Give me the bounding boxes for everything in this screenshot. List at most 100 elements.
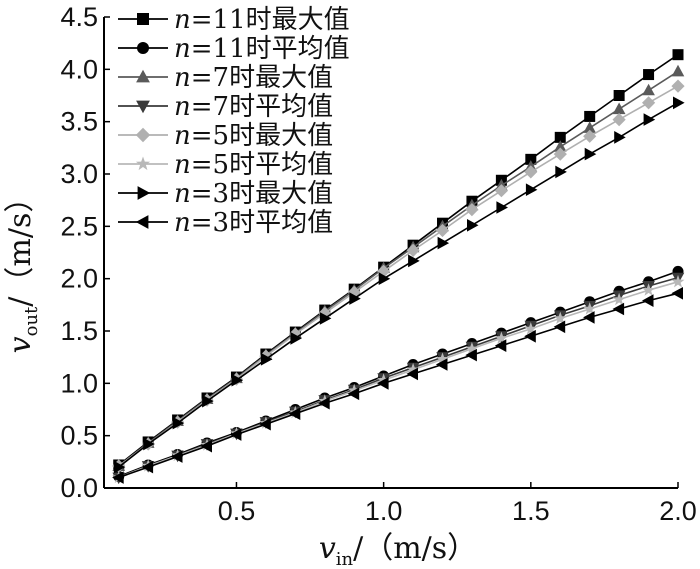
data-point <box>349 292 361 305</box>
y-tick-label: 3.5 <box>60 107 98 137</box>
data-point <box>171 450 183 463</box>
data-point <box>671 79 685 93</box>
x-axis-sub: in <box>336 549 354 569</box>
data-point <box>465 348 477 362</box>
data-point <box>112 471 124 484</box>
data-point <box>583 129 597 143</box>
data-point <box>525 153 537 165</box>
legend: n=11时最大值n=11时平均值n=7时最大值n=7时平均值n=5时最大值n=5… <box>118 5 350 238</box>
data-point <box>406 362 420 376</box>
series-line <box>118 85 679 467</box>
data-point <box>318 396 330 410</box>
x-tick-label: 1.0 <box>365 496 403 526</box>
y-axis-sub: out <box>21 306 42 336</box>
data-point <box>612 292 626 306</box>
x-axis-var: v <box>319 531 336 566</box>
data-point <box>643 113 656 126</box>
legend-entry: n=5时最大值 <box>118 121 333 151</box>
y-tick-label: 2.5 <box>60 211 98 241</box>
data-point <box>136 100 150 114</box>
legend-label: n=3时平均值 <box>174 208 333 238</box>
data-point <box>524 165 538 179</box>
legend-label: n=11时最大值 <box>174 5 350 35</box>
data-point <box>347 285 361 299</box>
data-point <box>642 83 655 96</box>
data-point <box>137 13 149 25</box>
data-point <box>553 140 567 152</box>
legend-entry: n=5时平均值 <box>118 150 333 180</box>
data-point <box>437 236 450 250</box>
legend-label: n=5时最大值 <box>174 121 333 151</box>
data-point <box>494 339 507 352</box>
data-point <box>378 272 391 285</box>
data-point <box>584 110 596 122</box>
data-point <box>377 377 389 390</box>
data-point <box>671 64 685 77</box>
y-tick-label: 0.5 <box>60 421 98 451</box>
y-tick-label: 3.0 <box>60 159 98 189</box>
data-point <box>229 428 242 441</box>
legend-entry: n=7时最大值 <box>118 63 333 93</box>
data-point <box>612 113 626 127</box>
data-point <box>672 49 684 61</box>
data-point <box>613 90 625 101</box>
data-point <box>553 147 567 161</box>
data-point <box>614 131 626 144</box>
y-tick-label: 2.0 <box>60 264 98 294</box>
data-point <box>137 42 149 54</box>
data-point <box>525 183 538 196</box>
legend-label: n=11时平均值 <box>174 34 350 64</box>
y-tick-label: 1.0 <box>60 368 98 398</box>
legend-entry: n=3时最大值 <box>118 179 333 209</box>
data-point <box>436 352 450 365</box>
data-point <box>612 302 625 316</box>
data-point <box>642 283 656 296</box>
data-point <box>347 387 360 401</box>
legend-label: n=3时最大值 <box>174 179 333 209</box>
data-point <box>135 127 151 143</box>
data-point <box>584 147 597 161</box>
data-point <box>554 131 566 143</box>
legend-label: n=5时平均值 <box>174 150 333 180</box>
data-point <box>435 358 448 371</box>
data-point <box>435 223 450 238</box>
legend-entry: n=3时平均值 <box>118 208 333 238</box>
data-point <box>290 332 302 345</box>
x-tick-label: 2.0 <box>659 496 697 526</box>
series-8 <box>112 287 683 484</box>
series-layer <box>112 49 685 485</box>
x-tick-label: 0.5 <box>218 496 256 526</box>
data-point <box>202 394 214 408</box>
data-point <box>319 312 332 325</box>
data-point <box>113 460 126 474</box>
data-point <box>137 186 151 200</box>
data-point <box>231 373 244 387</box>
data-point <box>406 367 418 381</box>
axes: 0.0 0.5 1.0 1.5 2.0 2.5 3.0 3.5 4.0 4.5 0.5 1.0 1.5 2… <box>60 2 696 526</box>
data-point <box>465 341 479 355</box>
y-tick-label: 1.5 <box>60 316 98 346</box>
data-point <box>524 329 536 343</box>
legend-label: n=7时最大值 <box>174 63 333 93</box>
data-point <box>259 417 271 431</box>
y-axis-var: v <box>3 336 38 353</box>
data-point <box>555 165 567 179</box>
data-point <box>200 439 212 453</box>
data-point <box>288 327 302 341</box>
data-point <box>642 96 656 110</box>
y-tick-label: 4.5 <box>60 2 98 32</box>
legend-entry: n=11时最大值 <box>118 5 350 35</box>
y-axis-title: vout/（m/s） <box>3 183 42 354</box>
data-point <box>583 311 595 324</box>
data-point <box>612 102 626 115</box>
data-point <box>288 407 301 420</box>
x-tick-label: 1.5 <box>512 496 550 526</box>
legend-entry: n=11时平均值 <box>118 34 350 64</box>
data-point <box>553 311 567 324</box>
legend-entry: n=7时平均值 <box>118 92 333 122</box>
y-tick-label: 0.0 <box>60 473 98 503</box>
data-point <box>673 96 685 110</box>
data-point <box>494 331 508 344</box>
data-point <box>553 320 566 334</box>
